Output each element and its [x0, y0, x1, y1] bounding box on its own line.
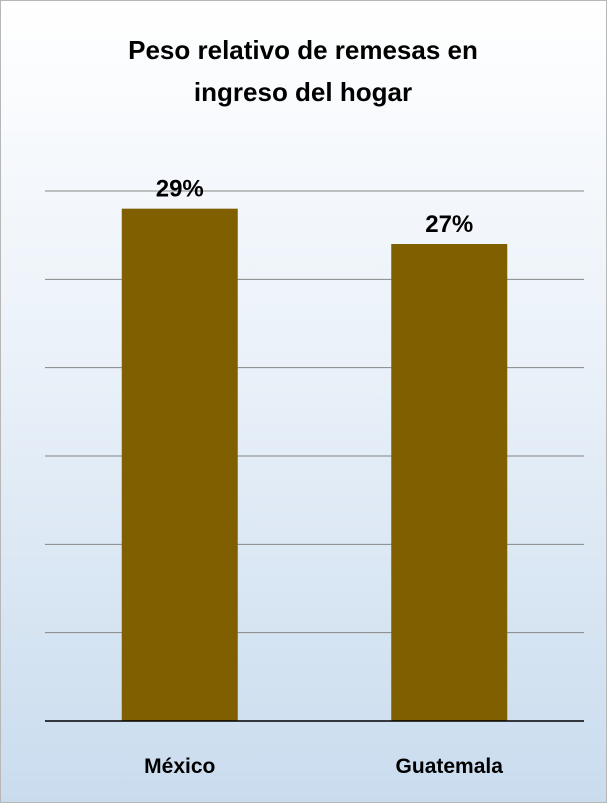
- data-labels: 29% 27%: [156, 176, 474, 238]
- x-tick-label-mexico: México: [144, 755, 215, 778]
- data-label-mexico: 29%: [156, 176, 204, 203]
- data-label-guatemala: 27%: [425, 211, 473, 238]
- bars: [121, 208, 508, 721]
- chart-title-line-2: ingreso del hogar: [194, 77, 412, 107]
- x-tick-label-guatemala: Guatemala: [396, 755, 504, 778]
- x-tick-labels: México Guatemala: [144, 755, 503, 778]
- bar-mexico: [121, 208, 238, 721]
- bar-guatemala: [391, 244, 508, 721]
- chart-title-line-1: Peso relativo de remesas en: [128, 35, 478, 65]
